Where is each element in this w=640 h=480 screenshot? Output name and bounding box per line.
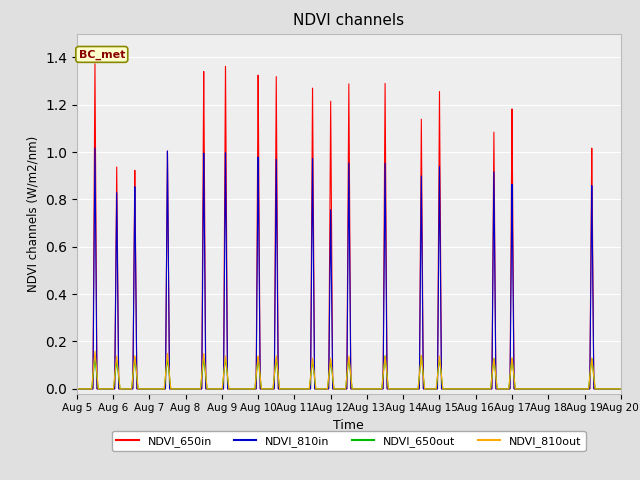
NDVI_810out: [270, 378, 278, 384]
NDVI_650in: [395, 386, 403, 392]
NDVI_650in: [617, 386, 625, 392]
Line: NDVI_650in: NDVI_650in: [77, 64, 621, 389]
NDVI_650in: [270, 386, 278, 392]
NDVI_650out: [395, 386, 403, 392]
Line: NDVI_810in: NDVI_810in: [77, 148, 621, 389]
NDVI_650in: [506, 386, 513, 392]
NDVI_650in: [73, 386, 81, 392]
Text: BC_met: BC_met: [79, 49, 125, 60]
NDVI_810out: [395, 386, 403, 392]
NDVI_650in: [476, 386, 484, 392]
NDVI_810in: [395, 386, 403, 392]
NDVI_650out: [506, 382, 513, 387]
NDVI_650out: [419, 364, 426, 370]
Line: NDVI_810out: NDVI_810out: [77, 351, 621, 389]
NDVI_810out: [419, 364, 426, 370]
NDVI_810in: [73, 386, 81, 392]
NDVI_650in: [91, 61, 99, 67]
NDVI_810out: [617, 386, 625, 392]
NDVI_810out: [91, 348, 99, 354]
Title: NDVI channels: NDVI channels: [293, 13, 404, 28]
NDVI_810in: [617, 386, 625, 392]
NDVI_810out: [100, 386, 108, 392]
NDVI_650out: [73, 386, 81, 392]
NDVI_810out: [506, 382, 513, 387]
Y-axis label: NDVI channels (W/m2/nm): NDVI channels (W/m2/nm): [26, 135, 40, 292]
NDVI_650in: [419, 272, 426, 278]
NDVI_810in: [506, 386, 513, 392]
NDVI_810in: [419, 296, 426, 302]
Line: NDVI_650out: NDVI_650out: [77, 356, 621, 389]
NDVI_810in: [100, 386, 108, 392]
NDVI_650in: [100, 386, 108, 392]
NDVI_810in: [476, 386, 484, 392]
Legend: NDVI_650in, NDVI_810in, NDVI_650out, NDVI_810out: NDVI_650in, NDVI_810in, NDVI_650out, NDV…: [112, 431, 586, 451]
NDVI_650out: [476, 386, 484, 392]
NDVI_650out: [100, 386, 108, 392]
X-axis label: Time: Time: [333, 419, 364, 432]
NDVI_810out: [73, 386, 81, 392]
NDVI_650out: [417, 353, 425, 359]
NDVI_650out: [617, 386, 625, 392]
NDVI_810out: [476, 386, 484, 392]
NDVI_650out: [270, 379, 278, 384]
NDVI_810in: [91, 145, 99, 151]
NDVI_810in: [270, 386, 278, 392]
